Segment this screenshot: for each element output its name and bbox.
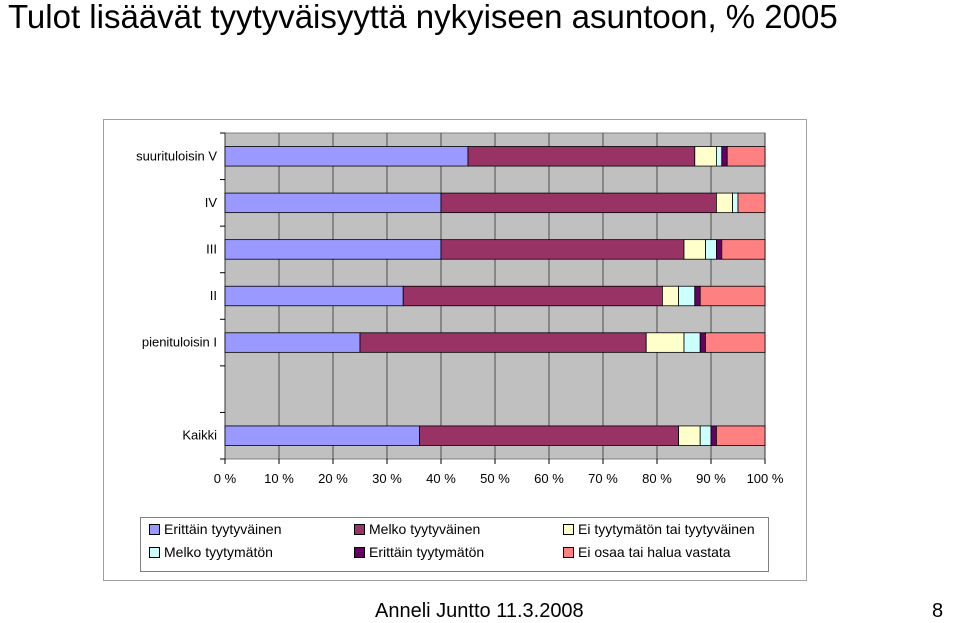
bar-segment (710, 425, 717, 446)
bar-segment (699, 425, 712, 446)
bar-segment (418, 425, 680, 446)
x-tick-label: 0 % (214, 471, 237, 486)
legend-label: Ei tyytymätön tai tyytyväinen (578, 521, 755, 537)
bar-segment (662, 285, 680, 307)
x-tick-label: 30 % (372, 471, 402, 486)
chart-legend: Erittäin tyytyväinen Melko tyytyväinen Ei … (140, 517, 769, 572)
bar-segment (716, 425, 766, 446)
x-tick-label: 80 % (642, 471, 672, 486)
bar-segment (716, 146, 723, 167)
legend-item: Melko tyytyväinen (354, 521, 480, 537)
legend-label: Melko tyytymätön (164, 544, 273, 560)
x-tick-label: 50 % (480, 471, 510, 486)
x-tick-label: 40 % (426, 471, 456, 486)
bar-segment (224, 146, 469, 167)
legend-item: Erittäin tyytymätön (354, 544, 484, 560)
bar-segment (705, 332, 766, 353)
bar-segment (359, 332, 647, 353)
legend-label: Ei osaa tai halua vastata (578, 544, 731, 560)
bar-segment (678, 425, 701, 446)
legend-item: Ei tyytymätön tai tyytyväinen (563, 521, 755, 537)
bar-segment (224, 425, 420, 446)
category-label: III (206, 241, 217, 256)
bar-segment (721, 146, 728, 167)
legend-label: Erittäin tyytyväinen (164, 521, 282, 537)
bar-segment (224, 239, 442, 260)
bar-segment (224, 332, 361, 353)
bar-segment (732, 192, 739, 214)
bar-segment (440, 192, 717, 214)
legend-swatch (563, 546, 574, 558)
legend-label: Melko tyytyväinen (369, 521, 481, 537)
legend-swatch (354, 546, 365, 558)
legend-swatch (354, 523, 365, 535)
category-label: Kaikki (182, 428, 217, 443)
bar-segment (467, 146, 696, 167)
legend-item: Ei osaa tai halua vastata (563, 544, 731, 560)
x-tick-label: 60 % (534, 471, 564, 486)
bar-segment (721, 239, 766, 260)
bar-segment (683, 332, 701, 353)
legend-item: Erittäin tyytyväinen (149, 521, 282, 537)
bar-segment (705, 239, 717, 260)
bar-segment (683, 239, 707, 260)
x-tick-label: 10 % (264, 471, 294, 486)
legend-swatch (149, 523, 160, 535)
bar-segment (737, 192, 766, 214)
bar-segment (694, 146, 717, 167)
page-number: 8 (932, 600, 944, 622)
bar-segment (440, 239, 685, 260)
bar-segment (699, 332, 707, 353)
page-title: Tulot lisäävät tyytyväisyyttä nykyiseen … (8, 0, 838, 35)
x-tick-label: 70 % (588, 471, 618, 486)
bar-segment (402, 285, 663, 307)
bar-segment (224, 285, 404, 307)
category-label: suurituloisin V (136, 148, 217, 163)
x-tick-label: 20 % (318, 471, 348, 486)
category-label: IV (205, 195, 218, 210)
x-tick-label: 100 % (747, 471, 784, 486)
bar-segment (224, 192, 442, 214)
chart-area: suurituloisin V IV III II pienituloisin I Kai… (103, 119, 807, 581)
bar-segment (726, 146, 766, 167)
bar-segment (716, 239, 723, 260)
legend-swatch (563, 523, 574, 535)
category-label: II (210, 288, 217, 303)
category-label: pienituloisin I (142, 335, 217, 350)
legend-swatch (149, 546, 160, 558)
x-tick-label: 90 % (696, 471, 726, 486)
bar-segment (694, 285, 701, 307)
bar-segment (645, 332, 685, 353)
legend-label: Erittäin tyytymätön (369, 544, 485, 560)
bar-segment (716, 192, 734, 214)
footer-author-date: Anneli Juntto 11.3.2008 (375, 600, 584, 622)
bar-segment (699, 285, 766, 307)
legend-item: Melko tyytymätön (149, 544, 273, 560)
bar-segment (678, 285, 696, 307)
